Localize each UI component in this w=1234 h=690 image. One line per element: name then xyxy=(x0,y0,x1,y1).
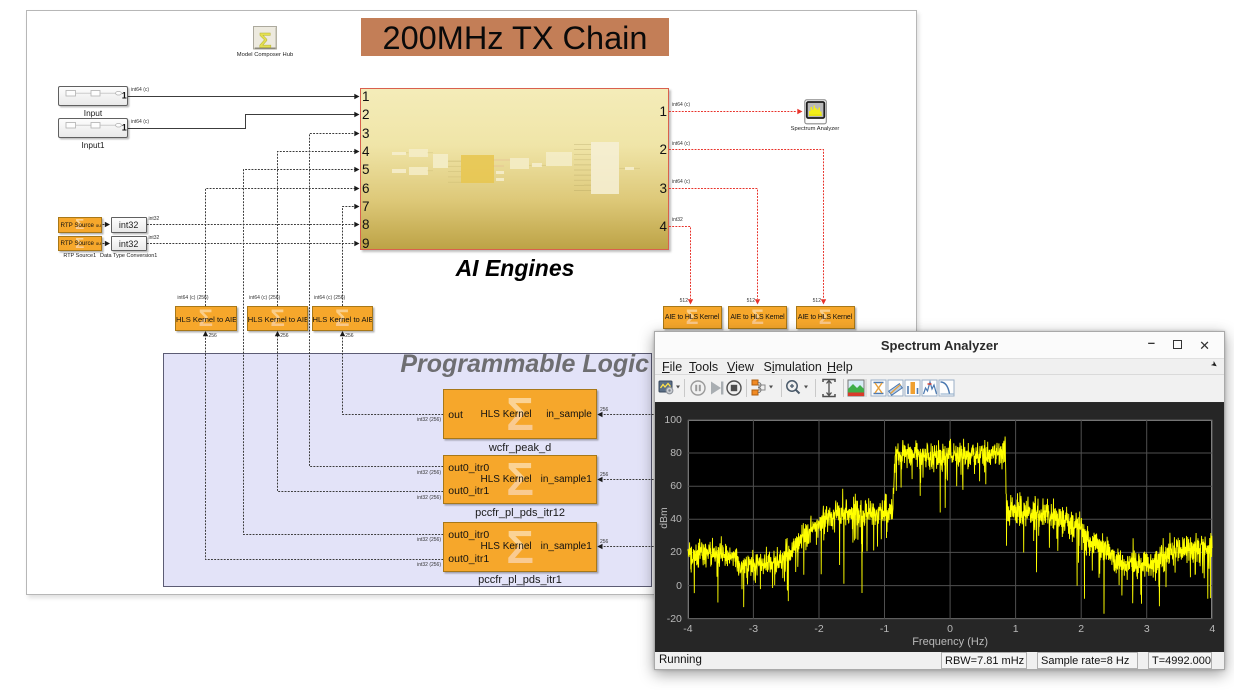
svg-text:Σ: Σ xyxy=(259,29,272,50)
svg-text:1: 1 xyxy=(121,91,126,101)
svg-text:1: 1 xyxy=(121,123,126,133)
